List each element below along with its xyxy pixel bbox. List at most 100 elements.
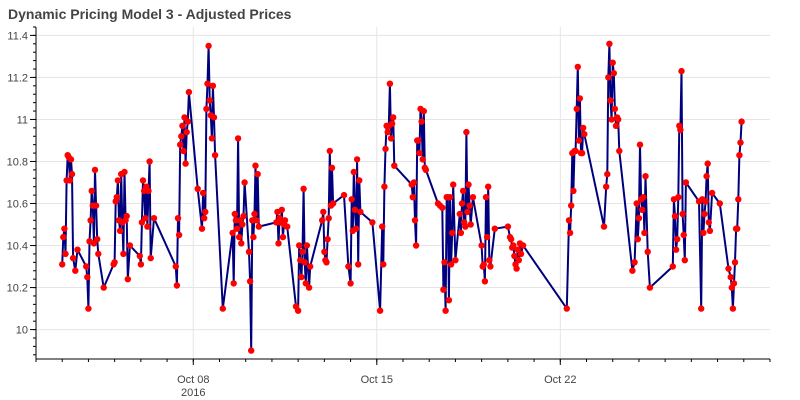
data-point	[483, 233, 491, 241]
data-point	[253, 217, 260, 224]
data-point	[609, 59, 616, 66]
data-point	[464, 208, 471, 216]
data-point	[727, 273, 734, 281]
data-point	[281, 217, 289, 224]
data-point	[640, 194, 647, 201]
data-point	[736, 152, 743, 159]
data-point	[384, 128, 391, 136]
data-point	[348, 196, 355, 203]
data-point	[606, 40, 613, 47]
y-tick-label: 10.2	[7, 283, 28, 295]
data-point	[419, 156, 426, 163]
data-point	[682, 179, 690, 186]
data-point	[578, 149, 586, 157]
data-point	[183, 128, 190, 136]
data-point	[610, 70, 617, 77]
data-point	[69, 254, 77, 262]
data-point	[731, 259, 739, 266]
data-point	[230, 280, 237, 287]
data-point	[482, 194, 490, 201]
data-point	[114, 177, 122, 184]
data-point	[608, 116, 615, 123]
data-point	[704, 160, 711, 167]
y-tick-label: 11.4	[7, 30, 28, 42]
data-point	[515, 257, 522, 264]
data-point	[491, 225, 498, 232]
data-point	[91, 166, 99, 174]
data-point	[565, 217, 573, 224]
data-point	[519, 242, 527, 249]
data-point	[234, 135, 242, 142]
data-point	[307, 263, 314, 270]
data-point	[137, 261, 145, 268]
data-point	[459, 187, 467, 195]
data-point	[452, 257, 459, 264]
data-point	[677, 126, 684, 134]
data-point	[391, 162, 398, 169]
data-point	[329, 200, 337, 207]
data-point	[144, 223, 151, 230]
data-point	[566, 229, 574, 237]
data-point	[211, 152, 219, 159]
data-point	[100, 284, 107, 291]
data-point	[486, 257, 493, 264]
data-point	[94, 236, 101, 243]
data-point	[241, 179, 248, 186]
data-point	[232, 217, 240, 224]
data-point	[440, 286, 447, 293]
data-point	[279, 233, 287, 241]
x-tick-sublabel: 2016	[181, 387, 205, 399]
data-point	[246, 278, 254, 285]
data-point	[450, 181, 457, 188]
data-point	[328, 164, 336, 171]
data-point	[388, 120, 396, 127]
marker-layer	[59, 40, 745, 354]
data-point	[198, 225, 206, 232]
data-point	[72, 267, 79, 274]
data-point	[698, 305, 705, 312]
data-point	[298, 273, 305, 281]
data-point	[735, 196, 742, 203]
data-point	[456, 210, 463, 218]
data-point	[251, 210, 258, 218]
data-point	[510, 242, 517, 249]
data-point	[412, 242, 420, 249]
data-point	[294, 307, 302, 314]
data-point	[445, 297, 453, 304]
data-point	[236, 233, 243, 241]
data-point	[204, 80, 211, 87]
data-point	[580, 124, 587, 132]
data-point	[416, 149, 423, 157]
data-point	[350, 168, 357, 176]
data-point	[708, 189, 716, 197]
data-point	[701, 210, 708, 218]
data-point	[641, 229, 648, 237]
data-point	[61, 225, 68, 232]
data-point	[581, 131, 588, 138]
data-point	[126, 242, 134, 249]
data-point	[231, 210, 238, 218]
data-point	[173, 282, 181, 289]
data-point	[85, 305, 92, 312]
data-point	[172, 263, 179, 270]
data-point	[675, 194, 682, 201]
data-point	[467, 221, 474, 228]
data-point	[59, 261, 66, 268]
data-point	[680, 231, 687, 239]
data-point	[574, 63, 581, 71]
data-point	[441, 259, 448, 266]
data-point	[576, 95, 584, 102]
data-point	[725, 265, 732, 272]
data-point	[386, 80, 394, 87]
data-point	[572, 147, 579, 155]
data-point	[180, 147, 187, 155]
data-point	[347, 280, 354, 287]
data-point	[633, 200, 640, 207]
data-point	[278, 206, 285, 213]
data-point	[568, 202, 575, 209]
data-point	[674, 236, 681, 243]
data-point	[603, 183, 610, 190]
data-point	[678, 67, 685, 75]
data-point	[326, 147, 333, 155]
data-point	[182, 160, 189, 167]
